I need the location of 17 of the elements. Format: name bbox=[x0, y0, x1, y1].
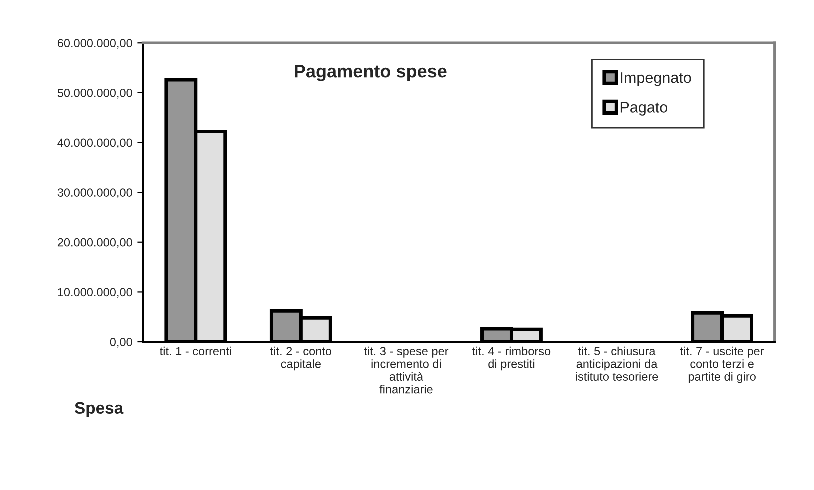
y-tick-label: 0,00 bbox=[110, 338, 132, 348]
y-tick-label: 30.000.000,00 bbox=[58, 188, 132, 198]
y-tick-label: 60.000.000,00 bbox=[58, 39, 132, 49]
x-tick-label: tit. 2 - conto capitale bbox=[270, 346, 332, 371]
x-tick-label: tit. 7 - uscite per conto terzi e partite di giro bbox=[680, 346, 764, 384]
x-tick-label: tit. 1 - correnti bbox=[160, 346, 232, 356]
legend-label: Impegnato bbox=[621, 72, 692, 86]
y-tick-label: 50.000.000,00 bbox=[58, 88, 132, 99]
x-axis-title: Spesa bbox=[74, 402, 124, 418]
y-tick-label: 40.000.000,00 bbox=[58, 138, 132, 149]
x-tick-label: tit. 3 - spese per incremento di attività finanziarie bbox=[364, 346, 449, 394]
x-tick-label: tit. 4 - rimborso di prestiti bbox=[472, 346, 551, 371]
y-tick-label: 10.000.000,00 bbox=[58, 288, 132, 298]
text: Pagamento spese bbox=[295, 65, 447, 82]
legend-label: Pagato bbox=[620, 102, 668, 116]
x-tick-label: tit. 5 - chiusura anticipazioni da istituto tesoriere bbox=[576, 346, 658, 381]
y-tick-label: 20.000.000,00 bbox=[58, 238, 132, 248]
